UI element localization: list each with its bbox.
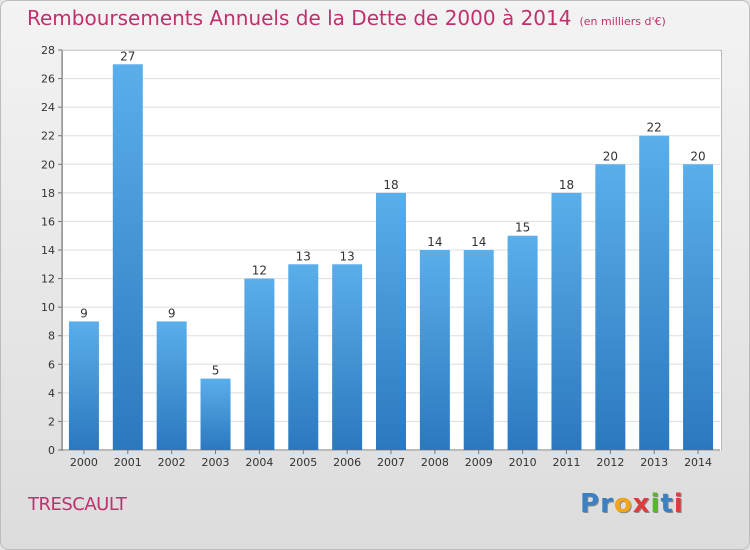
- bars: [68, 64, 714, 451]
- y-tick-label: 0: [48, 444, 55, 457]
- data-label: 14: [471, 235, 486, 249]
- brand-logo: Proxiti: [580, 489, 684, 519]
- data-label: 27: [120, 49, 135, 63]
- y-tick-label: 2: [48, 415, 55, 428]
- x-tick-label: 2002: [158, 456, 186, 469]
- chart-unit-label: (en milliers d'€): [579, 15, 666, 28]
- data-label: 22: [647, 121, 662, 135]
- x-tick-label: 2010: [509, 456, 537, 469]
- data-label: 5: [212, 364, 220, 378]
- x-tick-label: 2009: [465, 456, 493, 469]
- bar: [376, 192, 406, 450]
- x-tick-label: 2007: [377, 456, 405, 469]
- y-tick-label: 26: [41, 73, 55, 86]
- brand-letter: o: [613, 489, 633, 519]
- bar: [332, 264, 363, 450]
- y-tick-label: 22: [41, 130, 55, 143]
- labels: 0246810121416182022242628920002720019200…: [41, 44, 712, 469]
- brand-letter: t: [660, 489, 674, 519]
- bar: [200, 378, 231, 450]
- bar: [551, 192, 582, 450]
- y-tick-label: 10: [41, 301, 55, 314]
- data-label: 15: [515, 221, 530, 235]
- bar: [288, 264, 319, 450]
- y-tick-label: 24: [41, 101, 55, 114]
- y-tick-label: 6: [48, 358, 55, 371]
- x-tick-label: 2011: [552, 456, 580, 469]
- data-label: 12: [252, 264, 267, 278]
- brand-letter: P: [580, 489, 601, 519]
- y-tick-label: 8: [48, 330, 55, 343]
- data-label: 20: [690, 149, 705, 163]
- data-label: 18: [559, 178, 574, 192]
- x-tick-label: 2012: [596, 456, 624, 469]
- x-tick-label: 2014: [684, 456, 712, 469]
- data-label: 18: [383, 178, 398, 192]
- bar: [595, 164, 626, 451]
- x-tick-label: 2004: [245, 456, 273, 469]
- y-tick-label: 20: [41, 158, 55, 171]
- bar: [419, 250, 450, 450]
- brand-letter: r: [600, 489, 614, 519]
- y-tick-label: 14: [41, 244, 55, 257]
- x-tick-label: 2006: [333, 456, 361, 469]
- brand-letter: x: [632, 489, 651, 519]
- data-label: 14: [427, 235, 442, 249]
- data-label: 13: [339, 249, 354, 263]
- chart-title-text: Remboursements Annuels de la Dette de 20…: [27, 6, 572, 30]
- y-tick-label: 18: [41, 187, 55, 200]
- y-tick-label: 16: [41, 215, 55, 228]
- chart-title: Remboursements Annuels de la Dette de 20…: [27, 6, 666, 30]
- data-label: 9: [80, 306, 88, 320]
- bar: [244, 278, 275, 450]
- data-label: 9: [168, 306, 176, 320]
- bar: [683, 164, 714, 451]
- brand-letter: i: [650, 489, 661, 519]
- data-label: 20: [603, 149, 618, 163]
- x-tick-label: 2005: [289, 456, 317, 469]
- brand-letter: i: [673, 489, 684, 519]
- bar: [639, 135, 670, 450]
- x-tick-label: 2008: [421, 456, 449, 469]
- x-tick-label: 2003: [202, 456, 230, 469]
- bar: [156, 321, 187, 450]
- y-tick-label: 4: [48, 387, 55, 400]
- bar: [507, 235, 538, 450]
- bar: [463, 250, 494, 450]
- y-tick-label: 28: [41, 44, 55, 57]
- place-name: TRESCAULT: [28, 494, 127, 515]
- x-tick-label: 2013: [640, 456, 668, 469]
- x-tick-label: 2001: [114, 456, 142, 469]
- y-tick-label: 12: [41, 273, 55, 286]
- bar: [112, 64, 143, 451]
- x-tick-label: 2000: [70, 456, 98, 469]
- bar: [68, 321, 99, 450]
- data-label: 13: [296, 249, 311, 263]
